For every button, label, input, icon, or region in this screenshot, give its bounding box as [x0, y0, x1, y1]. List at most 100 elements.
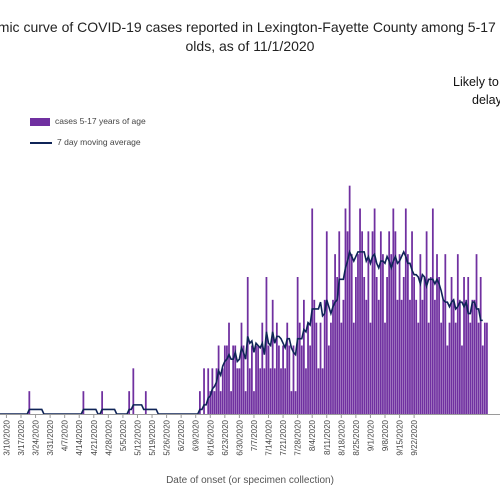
bar — [409, 299, 411, 414]
bar — [363, 277, 366, 414]
bar — [315, 322, 318, 414]
bar — [240, 322, 243, 414]
bar — [242, 345, 245, 414]
bar — [479, 277, 482, 414]
bar — [448, 322, 451, 414]
x-tick-label: 8/4/2020 — [308, 419, 317, 451]
bar — [213, 391, 216, 414]
bar — [203, 368, 205, 414]
bar — [300, 345, 303, 414]
bar — [230, 391, 232, 414]
bar — [332, 299, 334, 414]
bar — [382, 254, 384, 414]
bar — [217, 345, 220, 414]
bar — [82, 391, 85, 414]
legend-bar-swatch — [30, 118, 50, 126]
bar — [257, 345, 260, 414]
x-tick-label: 8/11/2020 — [323, 419, 332, 455]
bar — [238, 368, 241, 414]
x-ticks: 3/10/2020 3/17/2020 3/24/2020 3/31/2020 4/7/… — [2, 414, 419, 456]
bar — [396, 299, 399, 414]
x-tick-label: 6/2/2020 — [177, 419, 186, 451]
bar — [375, 277, 378, 414]
bar — [317, 368, 320, 414]
bar — [246, 277, 249, 414]
bar — [463, 277, 465, 414]
bar — [407, 254, 409, 414]
bar — [251, 345, 253, 414]
bar — [454, 322, 457, 414]
x-tick-label: 5/12/2020 — [133, 419, 142, 455]
bar — [261, 322, 264, 414]
bar — [263, 368, 266, 414]
bar — [307, 322, 309, 414]
x-tick-label: 9/22/2020 — [410, 419, 419, 455]
x-tick-label: 9/15/2020 — [396, 419, 405, 455]
bar — [28, 391, 31, 414]
bar — [209, 391, 212, 414]
bar — [352, 322, 355, 414]
bar — [486, 322, 488, 414]
bar — [440, 322, 443, 414]
bar — [444, 254, 447, 414]
x-tick-label: 7/14/2020 — [265, 419, 274, 455]
x-tick-label: 7/7/2020 — [250, 419, 259, 451]
bar — [342, 299, 345, 414]
bar — [434, 299, 436, 414]
bar — [394, 231, 397, 414]
bar — [477, 322, 480, 414]
bar — [221, 368, 224, 414]
bar — [280, 368, 282, 414]
bar — [419, 254, 422, 414]
x-tick-label: 6/9/2020 — [192, 419, 201, 451]
bar — [467, 277, 470, 414]
x-tick-label: 9/8/2020 — [381, 419, 390, 451]
bar — [269, 368, 272, 414]
x-tick-label: 4/28/2020 — [104, 419, 113, 455]
x-tick-label: 5/5/2020 — [119, 419, 128, 451]
bar — [402, 277, 405, 414]
bar — [471, 299, 474, 414]
bar — [226, 345, 228, 414]
bar — [450, 277, 453, 414]
bar — [338, 231, 341, 414]
bar — [132, 368, 135, 414]
bar — [357, 254, 359, 414]
bar — [288, 345, 291, 414]
x-tick-label: 4/14/2020 — [75, 419, 84, 455]
bar — [321, 368, 324, 414]
bar — [232, 345, 235, 414]
bar — [278, 345, 280, 414]
bar — [128, 391, 131, 414]
bar — [361, 231, 364, 414]
bar — [367, 231, 370, 414]
bar — [323, 299, 326, 414]
bar — [305, 368, 307, 414]
bar — [400, 299, 403, 414]
bar — [429, 277, 432, 414]
bar — [359, 208, 361, 414]
bar — [334, 254, 336, 414]
x-axis-label: Date of onset (or specimen collection) — [166, 475, 334, 486]
bar — [442, 299, 445, 414]
bar — [436, 254, 438, 414]
bar — [275, 322, 278, 414]
x-tick-label: 6/23/2020 — [221, 419, 230, 455]
bar — [423, 277, 426, 414]
bar — [273, 368, 276, 414]
bar — [475, 254, 478, 414]
bar — [459, 299, 461, 414]
bar — [417, 322, 420, 414]
bar — [282, 345, 284, 414]
bar — [265, 277, 268, 414]
bar — [421, 299, 424, 414]
chart-title-line-2: olds, as of 11/1/2020 — [185, 38, 315, 54]
bar — [101, 391, 104, 414]
legend-label-cases: cases 5-17 years of age — [55, 116, 146, 126]
bar — [365, 299, 368, 414]
bar — [452, 299, 455, 414]
bar — [255, 345, 257, 414]
bar — [398, 254, 401, 414]
x-tick-label: 7/21/2020 — [279, 419, 288, 455]
